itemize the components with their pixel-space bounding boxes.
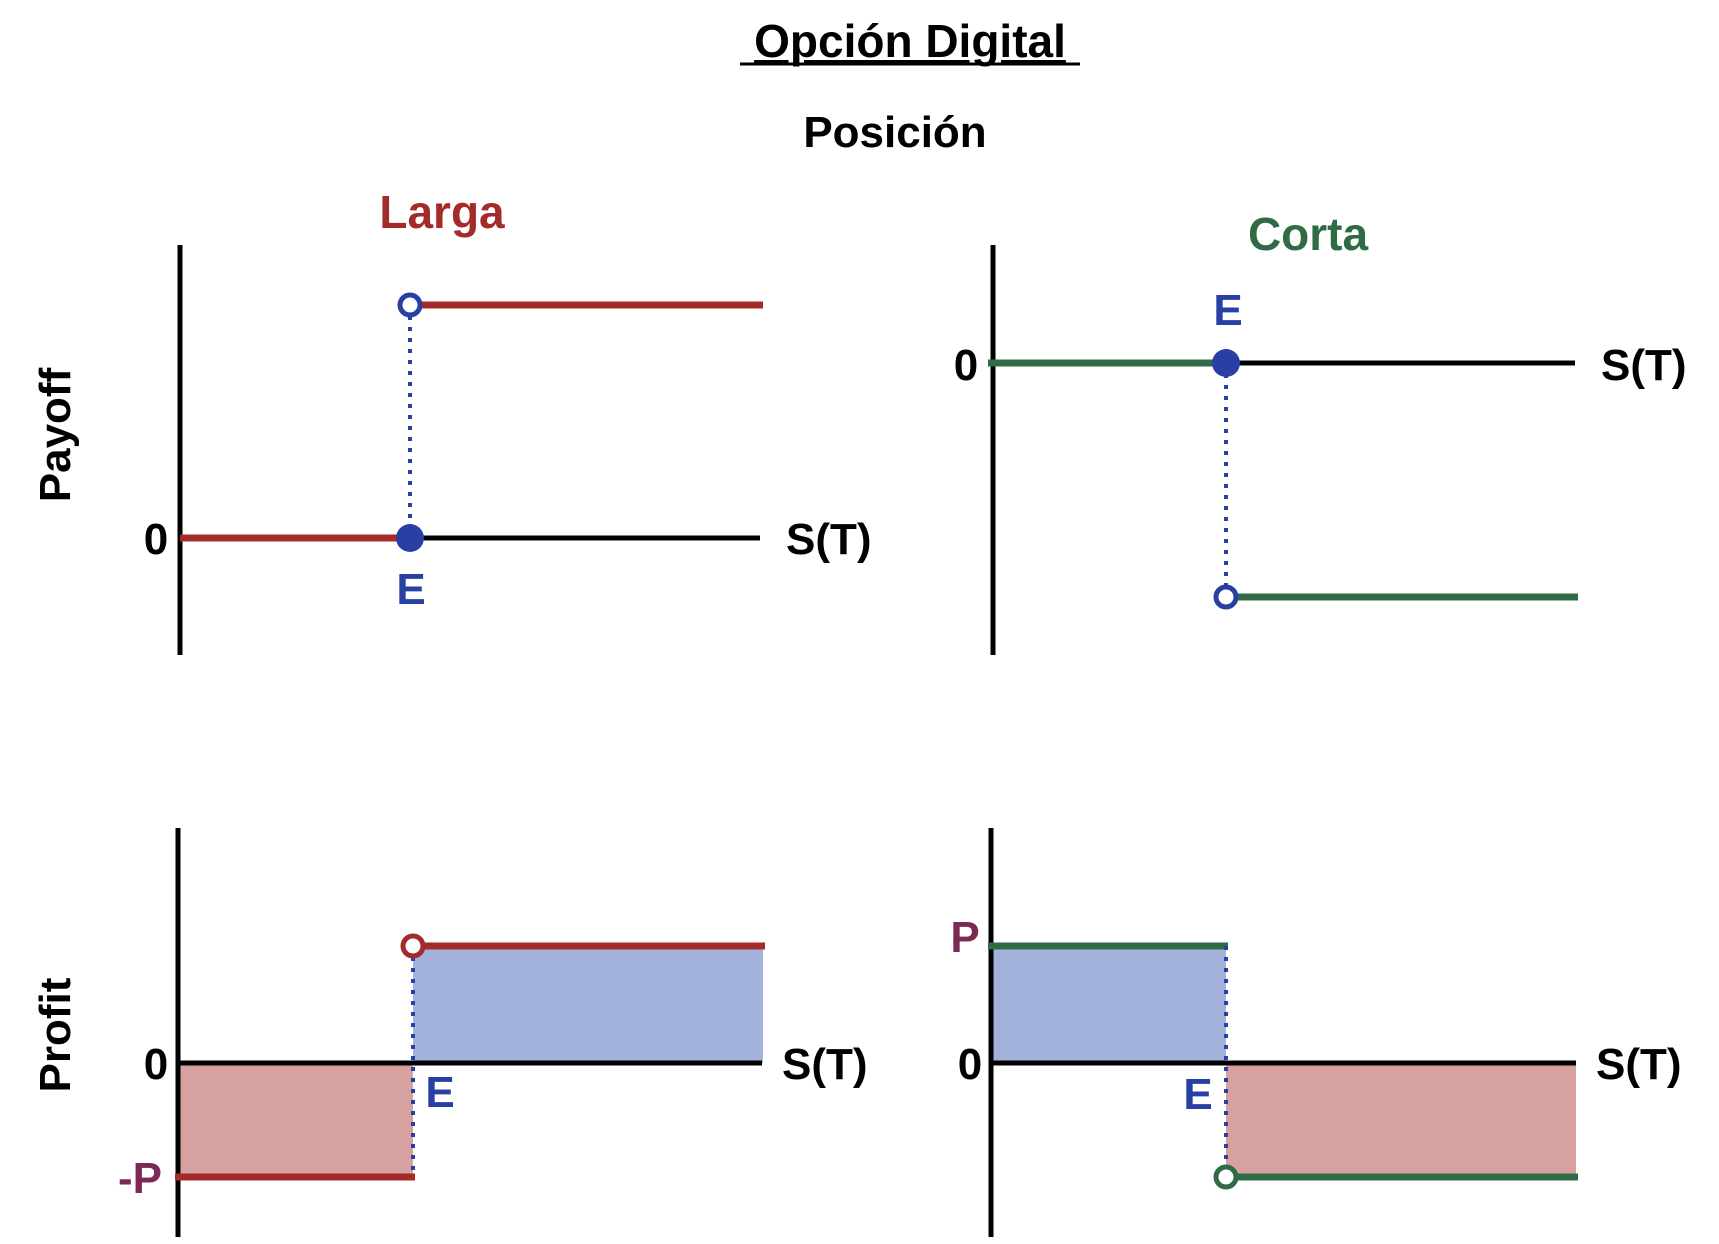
zero-label: 0	[954, 341, 978, 390]
column-heading-short: Corta	[1248, 208, 1369, 260]
zero-label: 0	[144, 1040, 168, 1089]
zero-label: 0	[144, 515, 168, 564]
open-point-marker	[397, 292, 423, 318]
diagram-title: Opción Digital	[754, 15, 1066, 67]
axis-label: S(T)	[786, 515, 872, 564]
strike-label: E	[396, 565, 425, 614]
open-point-marker	[1213, 1164, 1239, 1190]
premium-label: P	[950, 913, 979, 962]
column-heading-long: Larga	[379, 186, 505, 238]
closed-point-marker	[396, 524, 424, 552]
strike-label: E	[425, 1068, 454, 1117]
open-point-marker	[400, 933, 426, 959]
axis-label: S(T)	[1596, 1040, 1682, 1089]
diagram-subtitle: Posición	[803, 108, 986, 157]
axis-label: S(T)	[782, 1040, 868, 1089]
row-heading-payoff: Payoff	[31, 367, 80, 502]
axis-label: S(T)	[1601, 341, 1687, 390]
strike-label: E	[1213, 286, 1242, 335]
zero-label: 0	[958, 1040, 982, 1089]
row-heading-profit: Profit	[31, 977, 80, 1092]
loss-area	[1226, 1063, 1576, 1177]
neg-premium-label: -P	[118, 1154, 162, 1203]
closed-point-marker	[1212, 349, 1240, 377]
loss-area	[180, 1063, 413, 1177]
open-point-marker	[1213, 584, 1239, 610]
panel-payoff-short: 0 E S(T)	[954, 245, 1687, 655]
panel-profit-short: 0 P E S(T)	[950, 828, 1682, 1237]
gain-area	[413, 946, 763, 1063]
strike-label: E	[1183, 1070, 1212, 1119]
gain-area	[993, 946, 1226, 1063]
panel-profit-long: 0 -P E S(T)	[118, 828, 868, 1237]
panel-payoff-long: 0 E S(T)	[144, 245, 872, 655]
